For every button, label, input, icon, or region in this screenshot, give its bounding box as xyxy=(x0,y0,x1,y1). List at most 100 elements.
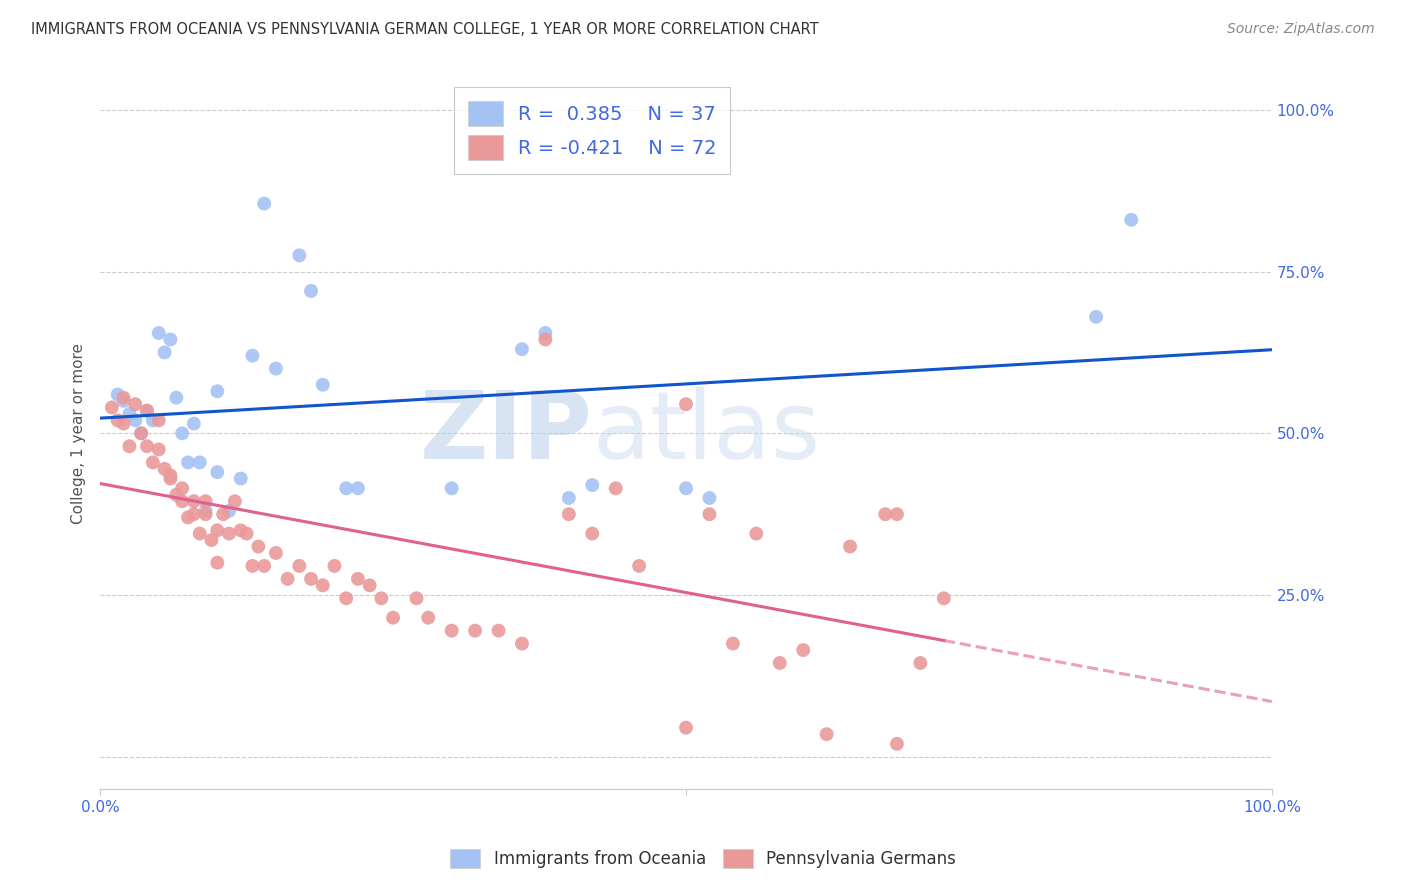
Point xyxy=(172,494,194,508)
Point xyxy=(188,455,211,469)
Point xyxy=(312,578,335,592)
Point xyxy=(405,591,427,606)
Point xyxy=(370,591,392,606)
Point xyxy=(159,468,181,483)
Point xyxy=(153,345,176,359)
Point xyxy=(359,578,381,592)
Point xyxy=(440,481,463,495)
Point xyxy=(488,624,510,638)
Point xyxy=(200,533,222,547)
Point xyxy=(699,491,721,505)
Point xyxy=(335,591,357,606)
Point xyxy=(235,526,257,541)
Point xyxy=(194,507,217,521)
Point xyxy=(218,504,240,518)
Point xyxy=(177,510,200,524)
Point xyxy=(699,507,721,521)
Point xyxy=(418,610,440,624)
Point xyxy=(112,391,135,405)
Point xyxy=(129,426,152,441)
Point xyxy=(153,462,176,476)
Y-axis label: College, 1 year or more: College, 1 year or more xyxy=(72,343,86,524)
Point xyxy=(932,591,955,606)
Point xyxy=(675,481,697,495)
Point xyxy=(769,656,792,670)
Point xyxy=(815,727,838,741)
Point xyxy=(288,248,311,262)
Point xyxy=(277,572,299,586)
Point xyxy=(142,455,165,469)
Point xyxy=(886,737,908,751)
Point xyxy=(242,558,264,573)
Point xyxy=(510,342,533,356)
Point xyxy=(264,546,287,560)
Point xyxy=(188,526,211,541)
Point xyxy=(464,624,486,638)
Point xyxy=(534,333,557,347)
Point xyxy=(875,507,897,521)
Point xyxy=(534,326,557,340)
Point xyxy=(299,572,322,586)
Point xyxy=(253,196,276,211)
Point xyxy=(382,610,405,624)
Point xyxy=(229,472,252,486)
Point xyxy=(124,413,146,427)
Point xyxy=(224,494,246,508)
Point xyxy=(112,417,135,431)
Point xyxy=(335,481,357,495)
Text: Source: ZipAtlas.com: Source: ZipAtlas.com xyxy=(1227,22,1375,37)
Point xyxy=(581,526,603,541)
Point xyxy=(675,397,697,411)
Point xyxy=(183,507,205,521)
Point xyxy=(253,558,276,573)
Point xyxy=(886,507,908,521)
Point xyxy=(207,556,229,570)
Text: IMMIGRANTS FROM OCEANIA VS PENNSYLVANIA GERMAN COLLEGE, 1 YEAR OR MORE CORRELATI: IMMIGRANTS FROM OCEANIA VS PENNSYLVANIA … xyxy=(31,22,818,37)
Point xyxy=(558,491,581,505)
Point xyxy=(107,387,129,401)
Point xyxy=(172,481,194,495)
Point xyxy=(165,391,187,405)
Point xyxy=(148,326,170,340)
Point xyxy=(136,439,159,453)
Point xyxy=(288,558,311,573)
Point xyxy=(299,284,322,298)
Point xyxy=(242,349,264,363)
Point xyxy=(207,384,229,399)
Point xyxy=(510,636,533,650)
Point xyxy=(721,636,744,650)
Point xyxy=(207,465,229,479)
Point xyxy=(159,333,181,347)
Point xyxy=(558,507,581,521)
Point xyxy=(107,413,129,427)
Point xyxy=(118,407,141,421)
Point xyxy=(247,540,270,554)
Point xyxy=(207,524,229,538)
Point xyxy=(628,558,651,573)
Point xyxy=(839,540,862,554)
Point xyxy=(264,361,287,376)
Point xyxy=(165,488,187,502)
Text: ZIP: ZIP xyxy=(419,387,592,479)
Point xyxy=(194,494,217,508)
Point xyxy=(212,507,235,521)
Point xyxy=(101,401,124,415)
Point xyxy=(1085,310,1108,324)
Point xyxy=(605,481,627,495)
Point xyxy=(136,403,159,417)
Point xyxy=(148,413,170,427)
Point xyxy=(323,558,346,573)
Point xyxy=(910,656,932,670)
Point xyxy=(129,426,152,441)
Point xyxy=(218,526,240,541)
Point xyxy=(136,403,159,417)
Point xyxy=(440,624,463,638)
Legend: Immigrants from Oceania, Pennsylvania Germans: Immigrants from Oceania, Pennsylvania Ge… xyxy=(444,842,962,875)
Text: atlas: atlas xyxy=(592,387,821,479)
Point xyxy=(1121,212,1143,227)
Point xyxy=(229,524,252,538)
Point xyxy=(159,472,181,486)
Point xyxy=(183,417,205,431)
Point xyxy=(347,481,370,495)
Point xyxy=(118,439,141,453)
